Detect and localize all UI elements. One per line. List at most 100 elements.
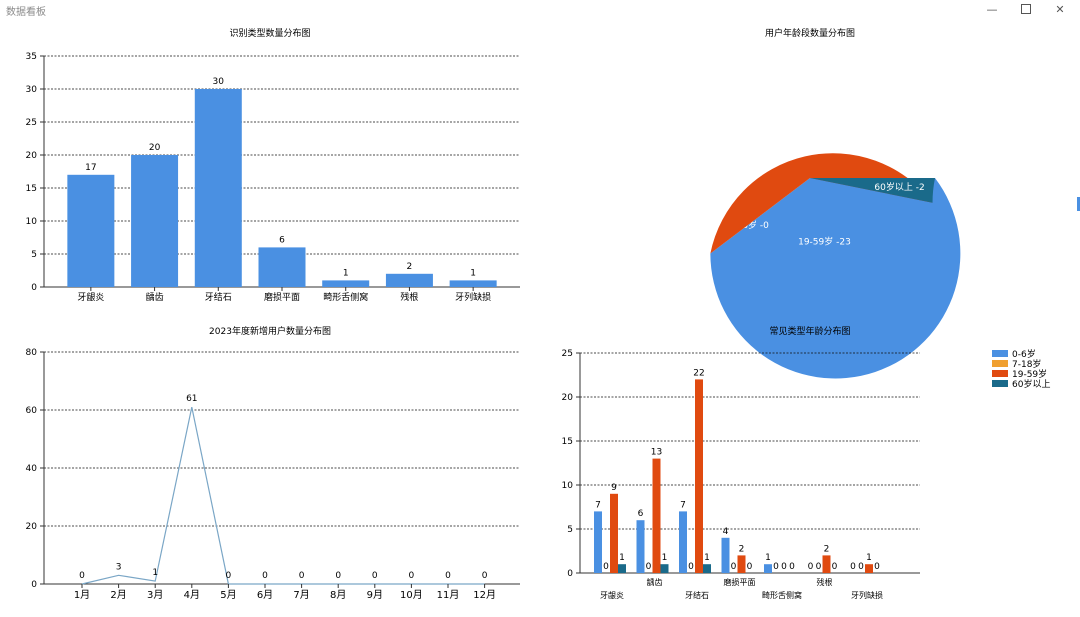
window-title: 数据看板 bbox=[6, 7, 46, 18]
data-label: 61 bbox=[186, 394, 197, 404]
data-label: 20 bbox=[149, 143, 161, 153]
data-label: 4 bbox=[723, 527, 729, 537]
category-label: 龋齿 bbox=[647, 577, 663, 587]
y-tick-label: 15 bbox=[26, 184, 37, 194]
series-line bbox=[81, 406, 485, 585]
data-label: 1 bbox=[152, 568, 158, 578]
data-label: 0 bbox=[482, 571, 488, 581]
data-label: 1 bbox=[343, 268, 349, 278]
y-tick-label: 40 bbox=[26, 464, 38, 474]
category-label: 牙列缺损 bbox=[851, 590, 883, 600]
legend-swatch bbox=[992, 380, 1008, 387]
bar bbox=[449, 280, 497, 287]
category-label: 牙龈炎 bbox=[77, 291, 104, 303]
data-label: 1 bbox=[619, 553, 625, 563]
data-label: 22 bbox=[693, 368, 704, 378]
bar bbox=[385, 273, 433, 287]
slice-label: 19-59岁 -23 bbox=[798, 235, 851, 247]
data-label: 6 bbox=[638, 509, 644, 519]
legend-label: 19-59岁 bbox=[1012, 368, 1047, 380]
bar bbox=[660, 564, 669, 573]
bar bbox=[67, 174, 115, 287]
y-tick-label: 20 bbox=[26, 522, 38, 532]
data-label: 0 bbox=[832, 562, 838, 572]
y-tick-label: 60 bbox=[26, 406, 38, 416]
category-label: 磨损平面 bbox=[264, 291, 300, 303]
data-label: 7 bbox=[680, 500, 686, 510]
category-label: 残根 bbox=[400, 291, 418, 303]
data-label: 0 bbox=[808, 562, 814, 572]
data-label: 0 bbox=[731, 562, 737, 572]
data-label: 0 bbox=[789, 562, 795, 572]
data-label: 30 bbox=[213, 77, 225, 87]
bar bbox=[618, 564, 626, 573]
legend-label: 0-6岁 bbox=[1012, 348, 1036, 360]
y-tick-label: 10 bbox=[26, 217, 38, 227]
chart-title: 2023年度新增用户数量分布图 bbox=[209, 325, 331, 337]
pie-slice bbox=[710, 178, 961, 379]
y-tick-label: 0 bbox=[567, 569, 573, 579]
data-label: 0 bbox=[773, 562, 779, 572]
data-label: 9 bbox=[611, 483, 617, 493]
data-label: 0 bbox=[603, 562, 609, 572]
data-label: 3 bbox=[116, 562, 122, 572]
chart-title: 识别类型数量分布图 bbox=[229, 27, 310, 39]
data-label: 0 bbox=[299, 571, 305, 581]
bar bbox=[322, 280, 370, 287]
category-label: 牙龈炎 bbox=[600, 590, 624, 600]
y-tick-label: 30 bbox=[26, 85, 38, 95]
month-label: 12月 bbox=[473, 589, 496, 601]
chart-title: 常见类型年龄分布图 bbox=[769, 325, 850, 337]
month-label: 8月 bbox=[330, 589, 346, 601]
bar bbox=[865, 564, 873, 573]
bar bbox=[131, 155, 179, 287]
data-label: 2 bbox=[407, 262, 413, 272]
category-label: 牙列缺损 bbox=[455, 291, 491, 303]
legend-swatch bbox=[992, 370, 1008, 377]
category-label: 畸形舌侧窝 bbox=[762, 590, 802, 600]
y-tick-label: 0 bbox=[31, 283, 37, 293]
data-label: 0 bbox=[226, 571, 232, 581]
legend-swatch bbox=[992, 350, 1008, 357]
maximize-button[interactable] bbox=[1009, 0, 1043, 18]
chart-title: 用户年龄段数量分布图 bbox=[765, 27, 855, 39]
slice-label: 60岁以上 -2 bbox=[874, 181, 924, 193]
data-label: 0 bbox=[79, 571, 85, 581]
data-label: 1 bbox=[662, 553, 668, 563]
category-label: 牙结石 bbox=[205, 291, 232, 303]
bar bbox=[679, 511, 687, 573]
slice-label: 0-6岁 -38 bbox=[767, 107, 809, 119]
minimize-button[interactable]: — bbox=[975, 0, 1009, 18]
month-label: 11月 bbox=[437, 589, 460, 601]
scroll-edge-marker bbox=[1077, 197, 1080, 211]
type-count-bar-chart: 识别类型数量分布图 0 5 10 15 20 25 30 35 17 牙龈炎 20 龋齿 30 牙结石 6 磨损… bbox=[26, 27, 520, 303]
bar bbox=[703, 564, 711, 573]
minimize-icon: — bbox=[986, 2, 998, 16]
legend-label: 7-18岁 bbox=[1012, 358, 1041, 370]
category-label: 残根 bbox=[817, 577, 833, 587]
bar bbox=[822, 555, 831, 573]
data-label: 1 bbox=[765, 553, 771, 563]
data-label: 0 bbox=[646, 562, 652, 572]
bar bbox=[721, 537, 730, 573]
data-label: 13 bbox=[651, 448, 662, 458]
data-label: 0 bbox=[409, 571, 415, 581]
data-label: 7 bbox=[595, 500, 601, 510]
y-tick-label: 20 bbox=[562, 393, 574, 403]
y-tick-label: 20 bbox=[26, 151, 38, 161]
month-label: 1月 bbox=[74, 589, 90, 601]
data-label: 1 bbox=[470, 268, 476, 278]
month-label: 6月 bbox=[257, 589, 273, 601]
category-label: 龋齿 bbox=[146, 291, 164, 303]
category-label: 牙结石 bbox=[685, 590, 709, 600]
data-label: 0 bbox=[816, 562, 822, 572]
month-label: 5月 bbox=[220, 589, 236, 601]
data-label: 1 bbox=[866, 553, 872, 563]
y-tick-label: 15 bbox=[562, 437, 573, 447]
y-tick-label: 80 bbox=[26, 348, 38, 358]
data-label: 0 bbox=[372, 571, 378, 581]
category-label: 磨损平面 bbox=[724, 577, 756, 587]
close-button[interactable]: ✕ bbox=[1043, 0, 1077, 18]
data-label: 0 bbox=[335, 571, 341, 581]
